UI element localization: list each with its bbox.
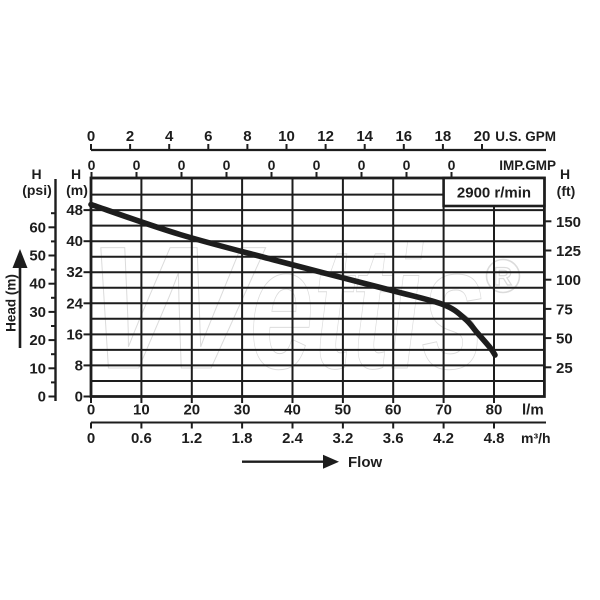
svg-text:20: 20 <box>29 332 46 349</box>
svg-text:20: 20 <box>183 402 200 419</box>
svg-text:40: 40 <box>284 402 301 419</box>
svg-text:8: 8 <box>75 357 83 374</box>
svg-text:l/m: l/m <box>522 402 544 419</box>
svg-text:150: 150 <box>556 214 581 231</box>
svg-text:(psi): (psi) <box>22 182 52 198</box>
svg-text:20: 20 <box>474 128 491 145</box>
svg-text:4.2: 4.2 <box>433 430 454 447</box>
svg-text:0: 0 <box>178 157 186 173</box>
svg-text:(ft): (ft) <box>557 183 576 199</box>
svg-text:0: 0 <box>133 157 141 173</box>
svg-text:30: 30 <box>234 402 251 419</box>
svg-text:0: 0 <box>403 157 411 173</box>
svg-text:R: R <box>494 263 512 291</box>
svg-text:25: 25 <box>556 360 573 377</box>
svg-text:50: 50 <box>556 331 573 348</box>
svg-text:48: 48 <box>66 202 83 219</box>
svg-text:70: 70 <box>435 402 452 419</box>
svg-text:10: 10 <box>278 128 295 145</box>
svg-text:6: 6 <box>204 128 212 145</box>
svg-text:0: 0 <box>38 389 46 406</box>
svg-text:0: 0 <box>75 389 83 406</box>
svg-text:12: 12 <box>317 128 334 145</box>
svg-text:4.8: 4.8 <box>484 430 505 447</box>
svg-text:H: H <box>71 166 81 182</box>
svg-text:40: 40 <box>29 276 46 293</box>
svg-text:0: 0 <box>268 157 276 173</box>
svg-text:U.S. GPM: U.S. GPM <box>495 129 556 144</box>
svg-text:4: 4 <box>165 128 174 145</box>
svg-text:0: 0 <box>88 157 96 173</box>
svg-text:100: 100 <box>556 272 581 289</box>
svg-text:50: 50 <box>29 248 46 265</box>
svg-text:80: 80 <box>486 402 503 419</box>
svg-text:(m): (m) <box>66 182 88 198</box>
svg-text:0: 0 <box>358 157 366 173</box>
svg-text:2900 r/min: 2900 r/min <box>457 185 531 202</box>
svg-text:60: 60 <box>385 402 402 419</box>
svg-text:18: 18 <box>435 128 452 145</box>
svg-text:125: 125 <box>556 243 581 260</box>
svg-text:0: 0 <box>223 157 231 173</box>
svg-text:24: 24 <box>66 295 83 312</box>
svg-text:3.6: 3.6 <box>383 430 404 447</box>
svg-text:30: 30 <box>29 304 46 321</box>
svg-text:8: 8 <box>243 128 251 145</box>
svg-text:14: 14 <box>356 128 373 145</box>
svg-text:H: H <box>560 166 570 182</box>
svg-text:0: 0 <box>87 402 95 419</box>
svg-text:0: 0 <box>87 430 95 447</box>
svg-text:75: 75 <box>556 301 573 318</box>
svg-text:0: 0 <box>313 157 321 173</box>
svg-text:32: 32 <box>66 264 83 281</box>
svg-text:IMP.GMP: IMP.GMP <box>499 158 556 173</box>
svg-text:W: W <box>88 211 266 406</box>
svg-text:3.2: 3.2 <box>332 430 353 447</box>
svg-text:16: 16 <box>66 326 83 343</box>
svg-text:2.4: 2.4 <box>282 430 304 447</box>
svg-text:1.8: 1.8 <box>232 430 253 447</box>
svg-text:16: 16 <box>395 128 412 145</box>
svg-text:0.6: 0.6 <box>131 430 152 447</box>
svg-text:60: 60 <box>29 219 46 236</box>
svg-text:40: 40 <box>66 233 83 250</box>
svg-text:m³/h: m³/h <box>521 430 551 446</box>
svg-text:10: 10 <box>133 402 150 419</box>
svg-text:Flow: Flow <box>348 454 382 471</box>
svg-text:H: H <box>31 166 41 182</box>
svg-text:0: 0 <box>448 157 456 173</box>
svg-text:Head (m): Head (m) <box>4 274 19 332</box>
svg-text:1.2: 1.2 <box>181 430 202 447</box>
svg-text:10: 10 <box>29 360 46 377</box>
svg-text:2: 2 <box>126 128 134 145</box>
svg-text:0: 0 <box>87 128 95 145</box>
svg-text:50: 50 <box>335 402 352 419</box>
